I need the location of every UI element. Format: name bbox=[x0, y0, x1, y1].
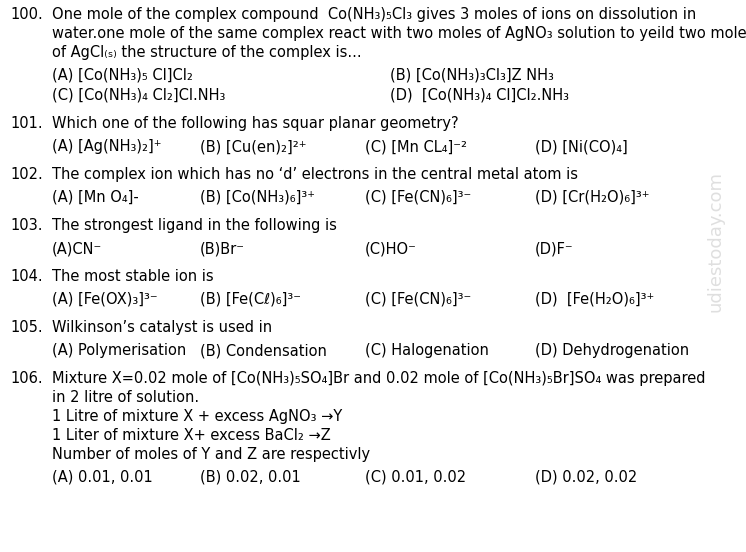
Text: 103.: 103. bbox=[10, 218, 43, 233]
Text: (A) Polymerisation: (A) Polymerisation bbox=[52, 343, 186, 358]
Text: 104.: 104. bbox=[10, 269, 43, 284]
Text: (A) [Co(NH₃)₅ Cl]Cl₂: (A) [Co(NH₃)₅ Cl]Cl₂ bbox=[52, 68, 193, 83]
Text: 1 Litre of mixture X + excess AgNO₃ →Y: 1 Litre of mixture X + excess AgNO₃ →Y bbox=[52, 409, 342, 424]
Text: (C)HO⁻: (C)HO⁻ bbox=[365, 241, 417, 256]
Text: (D) [Cr(H₂O)₆]³⁺: (D) [Cr(H₂O)₆]³⁺ bbox=[535, 190, 650, 205]
Text: (C) [Fe(CN)₆]³⁻: (C) [Fe(CN)₆]³⁻ bbox=[365, 292, 471, 307]
Text: (D)  [Fe(H₂O)₆]³⁺: (D) [Fe(H₂O)₆]³⁺ bbox=[535, 292, 654, 307]
Text: The complex ion which has no ‘d’ electrons in the central metal atom is: The complex ion which has no ‘d’ electro… bbox=[52, 167, 578, 182]
Text: (D) 0.02, 0.02: (D) 0.02, 0.02 bbox=[535, 470, 637, 485]
Text: (B) 0.02, 0.01: (B) 0.02, 0.01 bbox=[200, 470, 301, 485]
Text: One mole of the complex compound  Co(NH₃)₅Cl₃ gives 3 moles of ions on dissoluti: One mole of the complex compound Co(NH₃)… bbox=[52, 7, 696, 22]
Text: The most stable ion is: The most stable ion is bbox=[52, 269, 213, 284]
Text: in 2 litre of solution.: in 2 litre of solution. bbox=[52, 390, 199, 405]
Text: Mixture X=0.02 mole of [Co(NH₃)₅SO₄]Br and 0.02 mole of [Co(NH₃)₅Br]SO₄ was prep: Mixture X=0.02 mole of [Co(NH₃)₅SO₄]Br a… bbox=[52, 371, 706, 386]
Text: (D)  [Co(NH₃)₄ Cl]Cl₂.NH₃: (D) [Co(NH₃)₄ Cl]Cl₂.NH₃ bbox=[390, 88, 569, 103]
Text: (D) Dehydrogenation: (D) Dehydrogenation bbox=[535, 343, 689, 358]
Text: (C) [Mn CL₄]⁻²: (C) [Mn CL₄]⁻² bbox=[365, 139, 467, 154]
Text: (B) [Co(NH₃)₆]³⁺: (B) [Co(NH₃)₆]³⁺ bbox=[200, 190, 315, 205]
Text: 106.: 106. bbox=[10, 371, 43, 386]
Text: (B)Br⁻: (B)Br⁻ bbox=[200, 241, 245, 256]
Text: udiestoday.com: udiestoday.com bbox=[706, 172, 724, 312]
Text: (B) [Cu(en)₂]²⁺: (B) [Cu(en)₂]²⁺ bbox=[200, 139, 307, 154]
Text: Wilkinson’s catalyst is used in: Wilkinson’s catalyst is used in bbox=[52, 320, 272, 335]
Text: (C) [Fe(CN)₆]³⁻: (C) [Fe(CN)₆]³⁻ bbox=[365, 190, 471, 205]
Text: 105.: 105. bbox=[10, 320, 43, 335]
Text: (A) 0.01, 0.01: (A) 0.01, 0.01 bbox=[52, 470, 153, 485]
Text: (C) Halogenation: (C) Halogenation bbox=[365, 343, 489, 358]
Text: 101.: 101. bbox=[10, 116, 43, 131]
Text: Number of moles of Y and Z are respectivly: Number of moles of Y and Z are respectiv… bbox=[52, 447, 370, 462]
Text: of AgCl₍ₛ₎ the structure of the complex is...: of AgCl₍ₛ₎ the structure of the complex … bbox=[52, 45, 362, 60]
Text: water.one mole of the same complex react with two moles of AgNO₃ solution to yei: water.one mole of the same complex react… bbox=[52, 26, 746, 41]
Text: 1 Liter of mixture X+ excess BaCl₂ →Z: 1 Liter of mixture X+ excess BaCl₂ →Z bbox=[52, 428, 330, 443]
Text: (D)F⁻: (D)F⁻ bbox=[535, 241, 574, 256]
Text: (A) [Ag(NH₃)₂]⁺: (A) [Ag(NH₃)₂]⁺ bbox=[52, 139, 161, 154]
Text: (C) 0.01, 0.02: (C) 0.01, 0.02 bbox=[365, 470, 466, 485]
Text: (C) [Co(NH₃)₄ Cl₂]Cl.NH₃: (C) [Co(NH₃)₄ Cl₂]Cl.NH₃ bbox=[52, 88, 225, 103]
Text: (D) [Ni(CO)₄]: (D) [Ni(CO)₄] bbox=[535, 139, 627, 154]
Text: 102.: 102. bbox=[10, 167, 43, 182]
Text: Which one of the following has squar planar geometry?: Which one of the following has squar pla… bbox=[52, 116, 459, 131]
Text: The strongest ligand in the following is: The strongest ligand in the following is bbox=[52, 218, 337, 233]
Text: (B) [Fe(Cℓ)₆]³⁻: (B) [Fe(Cℓ)₆]³⁻ bbox=[200, 292, 301, 307]
Text: (A)CN⁻: (A)CN⁻ bbox=[52, 241, 102, 256]
Text: (A) [Mn O₄]-: (A) [Mn O₄]- bbox=[52, 190, 139, 205]
Text: 100.: 100. bbox=[10, 7, 43, 22]
Text: (B) [Co(NH₃)₃Cl₃]Z NH₃: (B) [Co(NH₃)₃Cl₃]Z NH₃ bbox=[390, 68, 554, 83]
Text: (B) Condensation: (B) Condensation bbox=[200, 343, 327, 358]
Text: (A) [Fe(OX)₃]³⁻: (A) [Fe(OX)₃]³⁻ bbox=[52, 292, 157, 307]
